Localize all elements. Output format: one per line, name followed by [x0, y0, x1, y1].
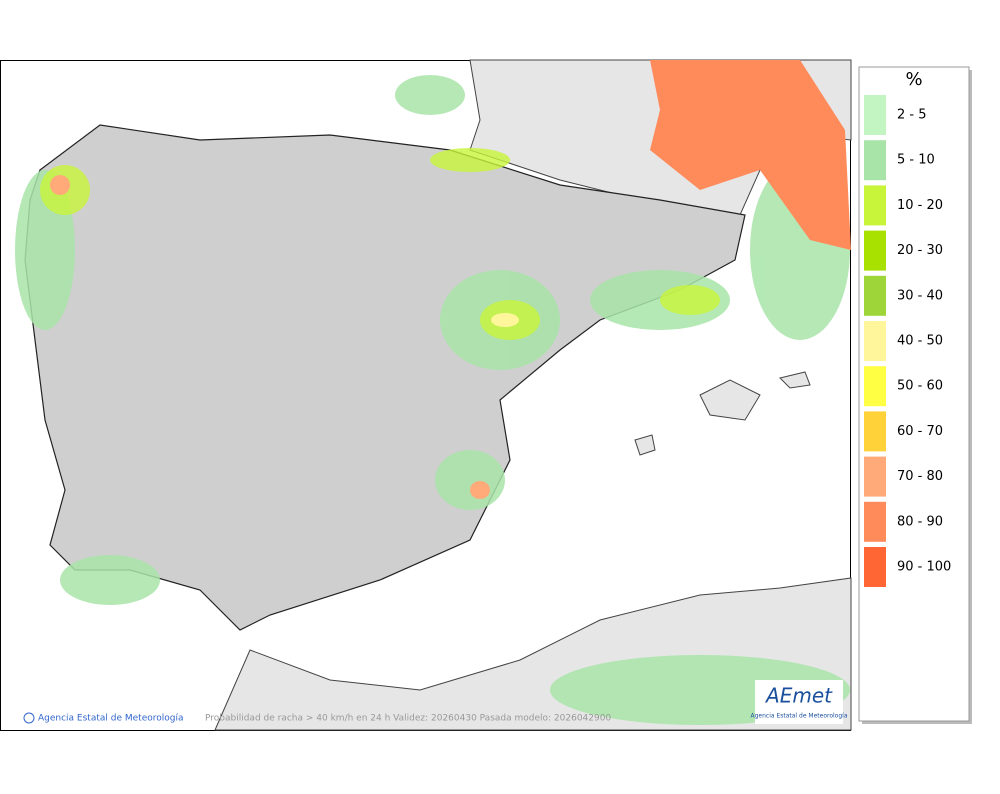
- legend-swatch: [864, 185, 886, 226]
- legend-label: 80 - 90: [897, 514, 943, 529]
- legend-label: 40 - 50: [897, 334, 943, 349]
- probability-area: [470, 481, 490, 499]
- legend-label: 90 - 100: [897, 560, 951, 575]
- legend-swatch: [864, 275, 886, 316]
- legend-swatch: [864, 501, 886, 542]
- legend-swatch: [864, 456, 886, 497]
- legend: % 2 - 5 5 - 10 10 - 20 20 - 30 30 - 40 40 - 5…: [858, 66, 972, 724]
- probability-area: [491, 313, 519, 327]
- legend-label: 60 - 70: [897, 424, 943, 439]
- map: Agencia Estatal de Meteorología Probabil…: [0, 59, 852, 731]
- legend-label: 50 - 60: [897, 379, 943, 394]
- legend-swatch: [864, 411, 886, 452]
- islands: [634, 371, 811, 456]
- legend-label: 2 - 5: [897, 108, 927, 123]
- logo-subtitle: Agencia Estatal de Meteorología: [751, 713, 848, 720]
- legend-swatch: [864, 140, 886, 181]
- copyright-icon: [23, 712, 35, 724]
- credit: Agencia Estatal de Meteorología: [38, 714, 184, 724]
- logo-name: AEmet: [764, 684, 833, 708]
- legend-label: 10 - 20: [897, 198, 943, 213]
- legend-label: 70 - 80: [897, 469, 943, 484]
- probability-area-high: [650, 60, 851, 250]
- probability-area: [50, 175, 70, 195]
- legend-swatch: [864, 230, 886, 271]
- legend-title: %: [905, 69, 922, 90]
- logo-box: [755, 680, 843, 724]
- caption: Probabilidad de racha > 40 km/h en 24 h …: [205, 714, 611, 724]
- legend-swatch: [864, 321, 886, 361]
- legend-label: 20 - 30: [897, 243, 943, 258]
- legend-swatch: [864, 547, 886, 587]
- legend-label: 5 - 10: [897, 153, 935, 168]
- legend-swatch: [864, 95, 886, 135]
- legend-label: 30 - 40: [897, 288, 943, 303]
- legend-swatch: [864, 366, 886, 407]
